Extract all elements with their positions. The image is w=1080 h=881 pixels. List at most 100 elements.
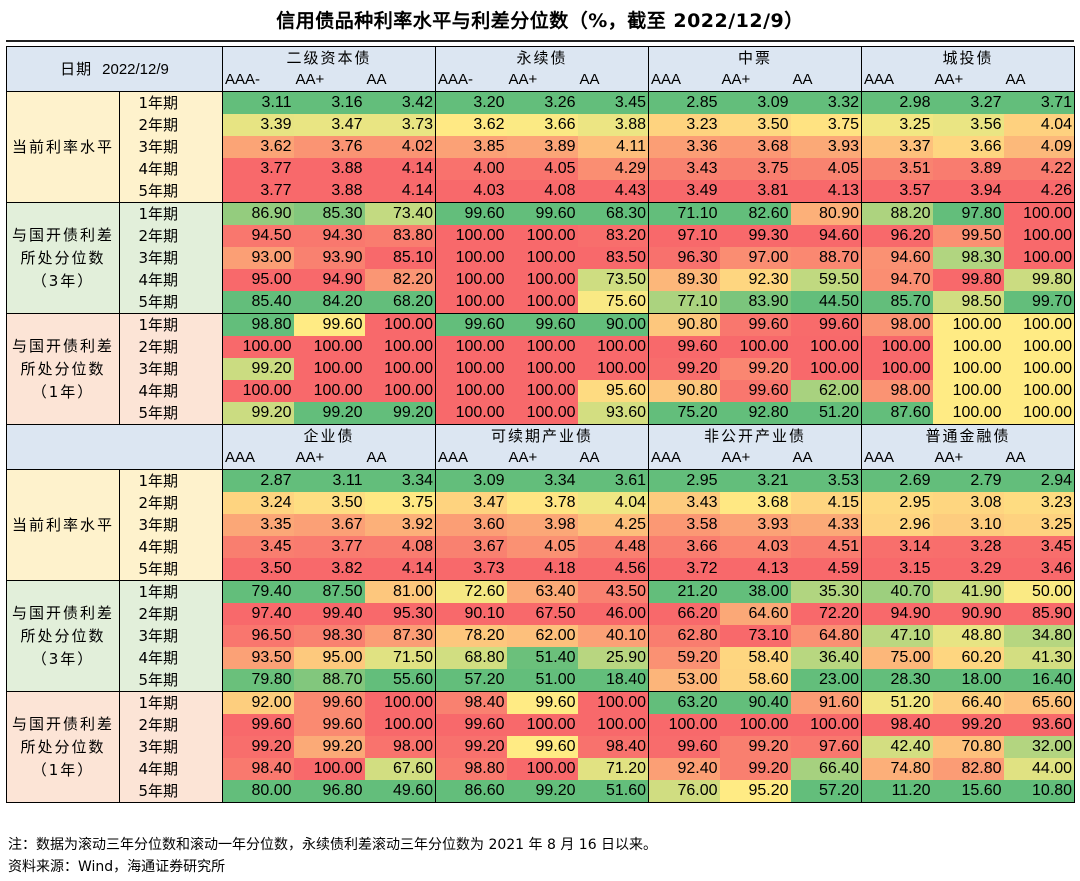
data-cell: 83.20 bbox=[577, 225, 649, 247]
data-cell: 3.57 bbox=[861, 180, 933, 203]
data-cell: 4.03 bbox=[435, 180, 507, 203]
data-cell: 75.20 bbox=[648, 402, 720, 425]
data-cell: 100.00 bbox=[364, 714, 436, 736]
data-cell: 100.00 bbox=[506, 336, 578, 358]
data-cell: 51.20 bbox=[790, 402, 862, 425]
data-cell: 97.40 bbox=[222, 603, 294, 625]
data-cell: 99.20 bbox=[648, 358, 720, 380]
data-cell: 3.51 bbox=[861, 158, 933, 180]
rating-header: AAA bbox=[648, 69, 720, 92]
data-cell: 4.14 bbox=[364, 180, 436, 203]
data-cell: 4.48 bbox=[577, 536, 649, 558]
data-cell: 100.00 bbox=[719, 714, 791, 736]
data-cell: 99.60 bbox=[506, 202, 578, 225]
group-label-spread-1y: 与国开债利差所处分位数（1年） bbox=[6, 313, 120, 425]
rating-header: AAA bbox=[222, 447, 294, 470]
data-cell: 57.20 bbox=[435, 669, 507, 692]
data-cell: 100.00 bbox=[435, 402, 507, 425]
data-cell: 100.00 bbox=[506, 380, 578, 402]
data-cell: 3.26 bbox=[506, 91, 578, 114]
data-cell: 87.60 bbox=[861, 402, 933, 425]
table-title: 信用债品种利率水平与利差分位数（%，截至 2022/12/9） bbox=[276, 10, 804, 32]
data-cell: 53.00 bbox=[648, 669, 720, 692]
data-cell: 93.60 bbox=[1003, 714, 1076, 736]
data-cell: 98.30 bbox=[293, 625, 365, 647]
data-cell: 3.08 bbox=[932, 492, 1004, 514]
data-cell: 4.43 bbox=[577, 180, 649, 203]
data-cell: 3.28 bbox=[932, 536, 1004, 558]
data-cell: 3.75 bbox=[790, 114, 862, 136]
tenor-label: 5年期 bbox=[119, 180, 223, 203]
date-header bbox=[6, 424, 223, 470]
rating-header: AA+ bbox=[506, 69, 578, 92]
data-cell: 98.50 bbox=[932, 291, 1004, 314]
data-cell: 96.80 bbox=[293, 780, 365, 803]
data-cell: 100.00 bbox=[506, 758, 578, 780]
data-cell: 3.85 bbox=[435, 136, 507, 158]
data-cell: 100.00 bbox=[932, 313, 1004, 336]
data-cell: 90.80 bbox=[648, 313, 720, 336]
rating-header: AA bbox=[790, 447, 863, 470]
data-cell: 2.79 bbox=[932, 469, 1004, 492]
tenor-label: 1年期 bbox=[119, 580, 223, 603]
data-cell: 66.20 bbox=[648, 603, 720, 625]
data-cell: 2.95 bbox=[861, 492, 933, 514]
data-cell: 100.00 bbox=[222, 380, 294, 402]
data-cell: 100.00 bbox=[435, 225, 507, 247]
data-cell: 100.00 bbox=[222, 336, 294, 358]
data-cell: 64.80 bbox=[790, 625, 862, 647]
rating-header: AA bbox=[790, 69, 863, 92]
data-cell: 68.20 bbox=[364, 291, 436, 314]
data-cell: 100.00 bbox=[577, 714, 649, 736]
data-cell: 3.14 bbox=[861, 536, 933, 558]
data-cell: 73.50 bbox=[577, 269, 649, 291]
data-cell: 3.81 bbox=[719, 180, 791, 203]
data-cell: 34.80 bbox=[1003, 625, 1076, 647]
data-cell: 99.20 bbox=[719, 736, 791, 758]
data-cell: 67.60 bbox=[364, 758, 436, 780]
data-cell: 94.60 bbox=[790, 225, 862, 247]
data-cell: 82.80 bbox=[932, 758, 1004, 780]
data-cell: 3.92 bbox=[364, 514, 436, 536]
rating-header: AA bbox=[1003, 69, 1076, 92]
rating-header: AA bbox=[1003, 447, 1076, 470]
data-cell: 3.47 bbox=[435, 492, 507, 514]
tenor-label: 4年期 bbox=[119, 536, 223, 558]
data-cell: 4.03 bbox=[719, 536, 791, 558]
tenor-label: 3年期 bbox=[119, 736, 223, 758]
data-cell: 82.60 bbox=[719, 202, 791, 225]
data-cell: 99.50 bbox=[932, 225, 1004, 247]
rating-header: AA+ bbox=[719, 447, 791, 470]
date-value: 2022/12/9 bbox=[102, 60, 169, 78]
data-cell: 100.00 bbox=[1003, 247, 1076, 269]
data-cell: 93.60 bbox=[577, 402, 649, 425]
data-cell: 18.00 bbox=[932, 669, 1004, 692]
data-cell: 3.88 bbox=[577, 114, 649, 136]
data-cell: 85.90 bbox=[1003, 603, 1076, 625]
data-cell: 35.30 bbox=[790, 580, 862, 603]
tenor-label: 5年期 bbox=[119, 780, 223, 803]
title-rule bbox=[6, 40, 1074, 42]
tenor-label: 1年期 bbox=[119, 469, 223, 492]
data-cell: 100.00 bbox=[1003, 202, 1076, 225]
data-cell: 95.00 bbox=[293, 647, 365, 669]
data-cell: 3.76 bbox=[293, 136, 365, 158]
data-cell: 79.40 bbox=[222, 580, 294, 603]
data-cell: 3.42 bbox=[364, 91, 436, 114]
data-cell: 99.20 bbox=[293, 402, 365, 425]
data-cell: 3.15 bbox=[861, 558, 933, 581]
data-cell: 2.98 bbox=[861, 91, 933, 114]
rating-header: AA+ bbox=[932, 447, 1004, 470]
data-cell: 2.94 bbox=[1003, 469, 1076, 492]
data-cell: 21.20 bbox=[648, 580, 720, 603]
data-cell: 98.00 bbox=[861, 313, 933, 336]
data-cell: 100.00 bbox=[293, 758, 365, 780]
data-cell: 55.60 bbox=[364, 669, 436, 692]
data-cell: 99.60 bbox=[506, 313, 578, 336]
data-cell: 3.47 bbox=[293, 114, 365, 136]
tenor-label: 3年期 bbox=[119, 625, 223, 647]
data-cell: 15.60 bbox=[932, 780, 1004, 803]
data-cell: 87.30 bbox=[364, 625, 436, 647]
data-cell: 99.60 bbox=[506, 736, 578, 758]
data-cell: 4.29 bbox=[577, 158, 649, 180]
